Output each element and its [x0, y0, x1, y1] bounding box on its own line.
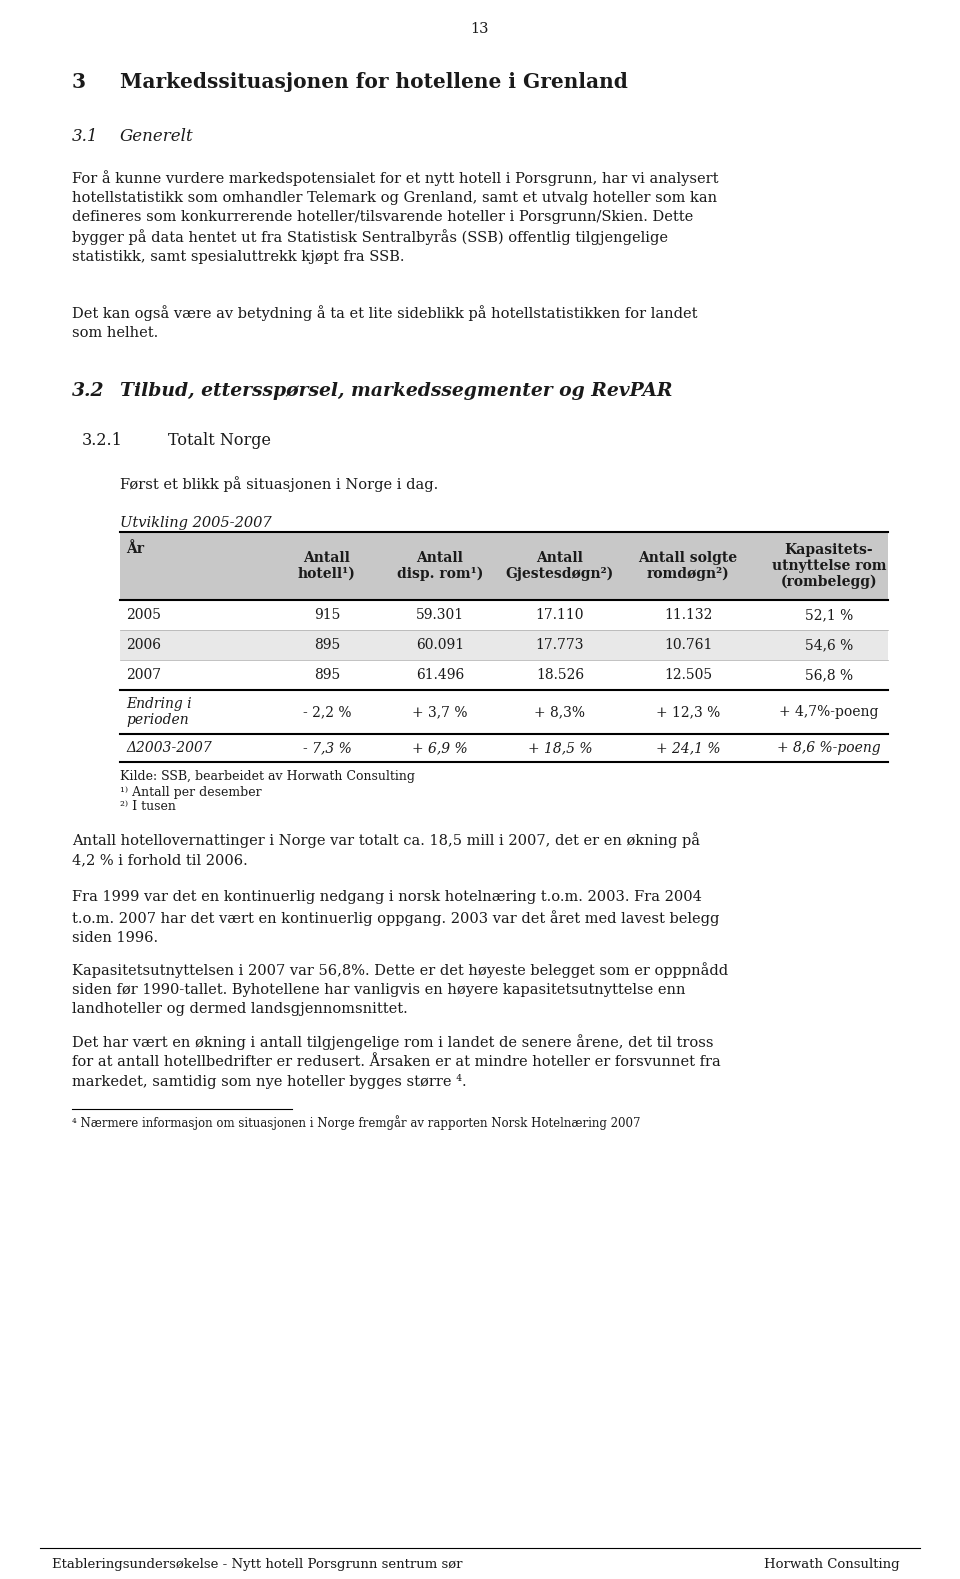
- Text: Markedssituasjonen for hotellene i Grenland: Markedssituasjonen for hotellene i Grenl…: [120, 73, 628, 92]
- Text: + 18,5 %: + 18,5 %: [528, 741, 592, 755]
- Text: + 6,9 %: + 6,9 %: [412, 741, 468, 755]
- Text: Antall solgte
romdøgn²): Antall solgte romdøgn²): [638, 551, 737, 581]
- Bar: [120, 600, 888, 630]
- Text: Antall
Gjestesdøgn²): Antall Gjestesdøgn²): [506, 551, 614, 581]
- Text: 18.526: 18.526: [536, 668, 584, 682]
- Text: Utvikling 2005-2007: Utvikling 2005-2007: [120, 516, 272, 531]
- Text: 3: 3: [72, 73, 86, 92]
- Text: Δ2003-2007: Δ2003-2007: [126, 741, 212, 755]
- Text: + 3,7 %: + 3,7 %: [412, 704, 468, 718]
- Text: 60.091: 60.091: [416, 638, 464, 652]
- Text: 915: 915: [314, 608, 340, 622]
- Bar: [120, 630, 888, 660]
- Text: Antall
hotell¹): Antall hotell¹): [298, 551, 356, 581]
- Text: - 2,2 %: - 2,2 %: [302, 704, 351, 718]
- Text: 10.761: 10.761: [663, 638, 712, 652]
- Text: 3.1: 3.1: [72, 128, 99, 145]
- Bar: [120, 660, 888, 690]
- Text: Antall hotellovernattinger i Norge var totalt ca. 18,5 mill i 2007, det er en øk: Antall hotellovernattinger i Norge var t…: [72, 832, 700, 867]
- Text: + 8,6 %-poeng: + 8,6 %-poeng: [778, 741, 881, 755]
- Text: Endring i
perioden: Endring i perioden: [126, 696, 192, 726]
- Text: 2005: 2005: [126, 608, 161, 622]
- Text: - 7,3 %: - 7,3 %: [302, 741, 351, 755]
- Text: 895: 895: [314, 638, 340, 652]
- Text: 59.301: 59.301: [416, 608, 464, 622]
- Text: + 4,7%-poeng: + 4,7%-poeng: [780, 704, 878, 718]
- Text: 12.505: 12.505: [664, 668, 712, 682]
- Text: Antall
disp. rom¹): Antall disp. rom¹): [396, 551, 483, 581]
- Text: Det kan også være av betydning å ta et lite sideblikk på hotellstatistikken for : Det kan også være av betydning å ta et l…: [72, 305, 698, 339]
- Text: 3.2.1: 3.2.1: [82, 433, 123, 448]
- Text: Kilde: SSB, bearbeidet av Horwath Consulting: Kilde: SSB, bearbeidet av Horwath Consul…: [120, 771, 415, 783]
- Text: Tilbud, ettersspørsel, markedssegmenter og RevPAR: Tilbud, ettersspørsel, markedssegmenter …: [120, 382, 673, 399]
- Text: 11.132: 11.132: [663, 608, 712, 622]
- Text: 2007: 2007: [126, 668, 161, 682]
- Text: Kapasitetsutnyttelsen i 2007 var 56,8%. Dette er det høyeste belegget som er opp: Kapasitetsutnyttelsen i 2007 var 56,8%. …: [72, 962, 728, 1015]
- Text: + 12,3 %: + 12,3 %: [656, 704, 720, 718]
- Text: 17.773: 17.773: [536, 638, 585, 652]
- Text: 3.2: 3.2: [72, 382, 105, 399]
- Text: For å kunne vurdere markedspotensialet for et nytt hotell i Porsgrunn, har vi an: For å kunne vurdere markedspotensialet f…: [72, 171, 718, 264]
- Text: Fra 1999 var det en kontinuerlig nedgang i norsk hotelnæring t.o.m. 2003. Fra 20: Fra 1999 var det en kontinuerlig nedgang…: [72, 891, 719, 944]
- Text: 56,8 %: 56,8 %: [804, 668, 853, 682]
- Text: 54,6 %: 54,6 %: [804, 638, 853, 652]
- Text: ⁴ Nærmere informasjon om situasjonen i Norge fremgår av rapporten Norsk Hotelnær: ⁴ Nærmere informasjon om situasjonen i N…: [72, 1115, 640, 1131]
- Text: Først et blikk på situasjonen i Norge i dag.: Først et blikk på situasjonen i Norge i …: [120, 475, 439, 493]
- Text: ²⁾ I tusen: ²⁾ I tusen: [120, 801, 176, 813]
- Text: + 8,3%: + 8,3%: [535, 704, 586, 718]
- Text: Det har vært en økning i antall tilgjengelige rom i landet de senere årene, det : Det har vært en økning i antall tilgjeng…: [72, 1034, 721, 1090]
- Text: 895: 895: [314, 668, 340, 682]
- Text: + 24,1 %: + 24,1 %: [656, 741, 720, 755]
- Text: Etableringsundersøkelse - Nytt hotell Porsgrunn sentrum sør: Etableringsundersøkelse - Nytt hotell Po…: [52, 1558, 463, 1571]
- Bar: [120, 532, 888, 600]
- Text: 13: 13: [470, 22, 490, 36]
- Text: 2006: 2006: [126, 638, 161, 652]
- Text: Totalt Norge: Totalt Norge: [168, 433, 271, 448]
- Text: Horwath Consulting: Horwath Consulting: [764, 1558, 900, 1571]
- Text: 17.110: 17.110: [536, 608, 585, 622]
- Text: ¹⁾ Antall per desember: ¹⁾ Antall per desember: [120, 786, 262, 799]
- Text: Generelt: Generelt: [120, 128, 194, 145]
- Text: 61.496: 61.496: [416, 668, 464, 682]
- Text: År: År: [126, 542, 144, 556]
- Text: 52,1 %: 52,1 %: [804, 608, 853, 622]
- Text: Kapasitets-
utnyttelse rom
(rombelegg): Kapasitets- utnyttelse rom (rombelegg): [772, 543, 886, 589]
